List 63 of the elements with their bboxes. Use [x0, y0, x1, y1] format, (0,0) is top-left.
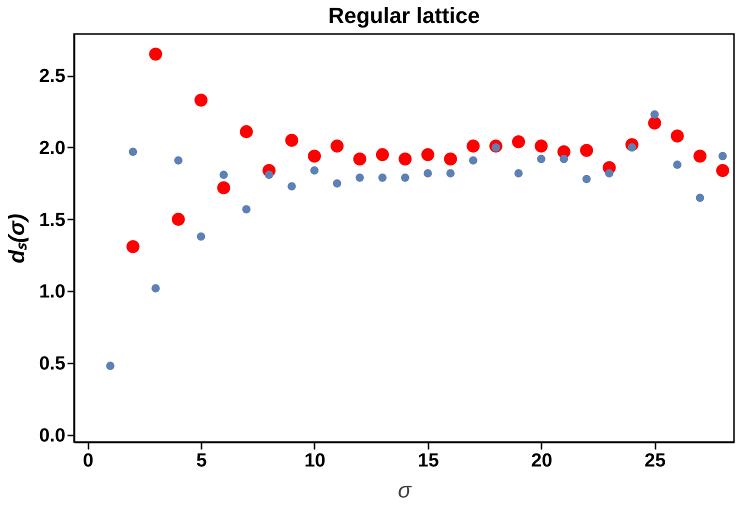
point [285, 134, 298, 147]
point [648, 116, 662, 130]
x-tick-label: 0 [82, 450, 94, 472]
point [330, 140, 344, 153]
point [693, 150, 706, 163]
chart-title: Regular lattice [328, 3, 480, 28]
x-axis-title: σ [398, 478, 412, 502]
point [582, 174, 591, 184]
point [288, 182, 296, 190]
x-tick-label: 5 [196, 450, 208, 472]
y-tick-label: 2.0 [39, 138, 66, 159]
point [670, 129, 684, 143]
point [242, 205, 251, 214]
point [398, 152, 412, 166]
point [537, 154, 546, 164]
point [174, 156, 183, 165]
point [128, 148, 138, 156]
point [673, 160, 682, 169]
point [356, 173, 364, 182]
x-tick-label: 15 [418, 450, 440, 472]
point [696, 194, 704, 202]
x-tick-label: 10 [304, 450, 326, 472]
point [716, 164, 730, 177]
point [512, 135, 526, 148]
point [151, 284, 160, 292]
point [106, 362, 114, 370]
point [220, 170, 228, 179]
point [332, 179, 342, 188]
point [446, 169, 455, 178]
point [718, 152, 727, 160]
y-axis-title: dₛ(σ) [4, 214, 30, 264]
x-tick-label: 25 [644, 450, 666, 472]
point [514, 169, 523, 178]
point [400, 173, 410, 182]
point [468, 156, 478, 165]
point [149, 48, 162, 61]
point [650, 110, 659, 119]
point [466, 140, 480, 153]
point [378, 173, 387, 182]
point [534, 140, 548, 153]
point [217, 181, 230, 194]
point [353, 152, 366, 166]
point [421, 148, 434, 162]
point [240, 125, 253, 138]
point [310, 166, 319, 175]
point [172, 212, 185, 226]
point [308, 150, 321, 163]
point [264, 170, 274, 179]
point [196, 232, 206, 241]
point [424, 169, 432, 178]
y-tick-label: 0.5 [39, 353, 66, 374]
y-tick-label: 1.0 [39, 282, 66, 303]
point [194, 94, 208, 107]
point [444, 152, 458, 166]
y-tick-label: 0.0 [39, 425, 66, 446]
point [560, 154, 568, 164]
point [580, 144, 594, 157]
y-tick-label: 2.5 [39, 66, 66, 88]
point [376, 148, 389, 162]
point [605, 169, 614, 178]
point [126, 240, 140, 254]
x-tick-label: 20 [531, 450, 552, 472]
y-tick-label: 1.5 [39, 210, 66, 231]
